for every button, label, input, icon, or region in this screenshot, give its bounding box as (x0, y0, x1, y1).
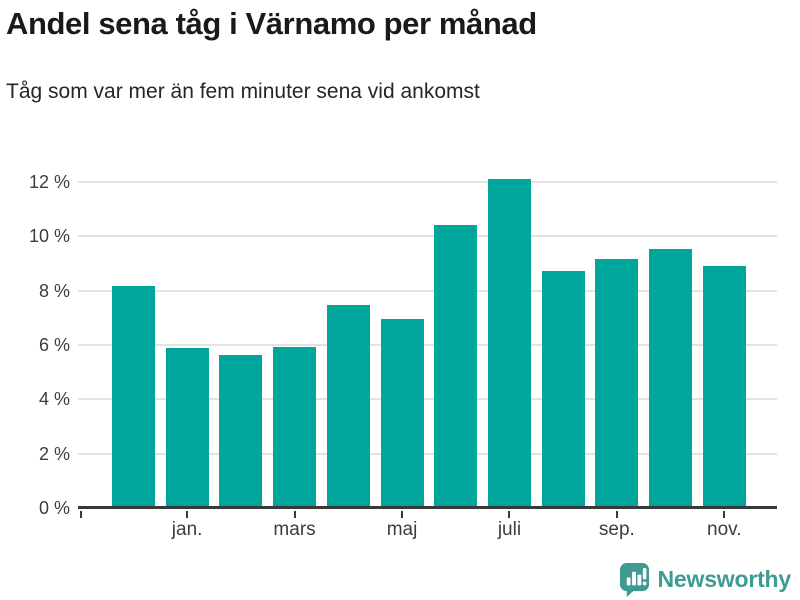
gridline (78, 181, 777, 183)
bar (380, 318, 424, 506)
axis-tick (508, 511, 511, 518)
axis-tick (723, 511, 726, 518)
y-axis-tick-label: 12 % (28, 172, 70, 192)
axis-tick (186, 511, 189, 518)
chart-subtitle: Tåg som var mer än fem minuter sena vid … (6, 80, 480, 103)
x-axis-tick-label: jan. (171, 519, 203, 540)
x-axis-tick-label: juli (497, 519, 522, 540)
bar (487, 178, 531, 506)
y-axis-tick-label: 0 % (38, 498, 70, 518)
chart-title: Andel sena tåg i Värnamo per månad (6, 6, 537, 41)
bar (434, 224, 478, 506)
x-axis-tick-label: mars (273, 519, 316, 540)
bar (326, 304, 370, 506)
newsworthy-logo: Newsworthy (618, 561, 791, 598)
y-axis-tick-label: 10 % (28, 226, 70, 247)
y-axis-tick-label: 4 % (38, 389, 70, 410)
axis-tick (615, 511, 618, 518)
y-axis-tick-label: 2 % (38, 443, 70, 464)
x-axis-tick-label: nov. (707, 519, 742, 540)
bar (219, 355, 263, 506)
bar (165, 348, 209, 506)
x-axis-tick-label: sep. (598, 519, 635, 540)
axis-corner-tick (80, 511, 82, 518)
bar (649, 249, 693, 506)
bar (595, 258, 639, 506)
newsworthy-logo-text: Newsworthy (657, 566, 792, 592)
gridline (78, 398, 777, 401)
y-axis-tick-label: 6 % (38, 335, 70, 355)
axis-tick (401, 511, 403, 518)
bar (273, 347, 317, 506)
bar (541, 271, 585, 506)
bar (702, 265, 746, 506)
gridline (78, 289, 777, 292)
gridline (78, 344, 777, 346)
y-axis-tick-label: 8 % (38, 280, 70, 301)
gridline (78, 235, 777, 238)
x-axis-tick-label: maj (386, 519, 418, 540)
axis-tick (293, 511, 296, 518)
plot-area (78, 178, 777, 518)
bar (111, 285, 155, 506)
newsworthy-bubble-chart-icon (619, 563, 649, 597)
x-axis-line (78, 506, 777, 509)
gridline (78, 452, 777, 455)
